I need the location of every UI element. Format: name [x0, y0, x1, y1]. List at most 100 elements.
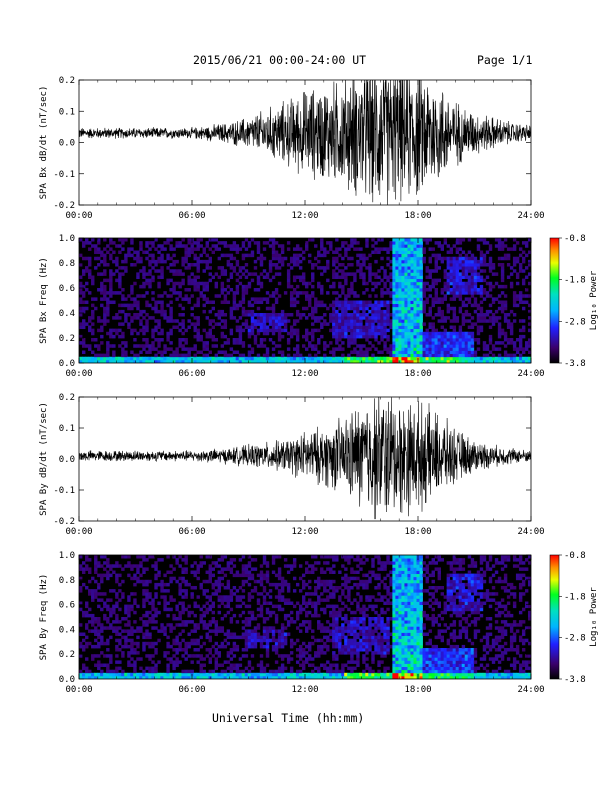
heatmap-cell: [208, 598, 212, 602]
heatmap-cell: [226, 300, 231, 305]
heatmap-cell: [121, 297, 125, 301]
heatmap-cell: [178, 589, 182, 593]
heatmap-cell: [88, 319, 92, 323]
heatmap-cell: [374, 319, 378, 323]
heatmap-cell: [112, 272, 116, 276]
heatmap-cell: [344, 579, 348, 584]
heatmap-cell: [178, 644, 182, 649]
heatmap-cell: [515, 359, 520, 363]
heatmap-cell: [323, 247, 327, 251]
heatmap-cell: [326, 567, 330, 571]
heatmap-cell: [341, 309, 345, 314]
heatmap-cell: [250, 589, 255, 593]
heatmap-cell: [127, 294, 131, 298]
heatmap-cell: [416, 247, 420, 251]
heatmap-cell: [79, 644, 83, 649]
heatmap-cell: [398, 250, 402, 255]
heatmap-cell: [347, 294, 351, 298]
heatmap-cell: [326, 669, 330, 674]
heatmap-cell: [190, 306, 194, 311]
heatmap-cell: [329, 570, 333, 574]
heatmap-cell: [133, 281, 137, 286]
heatmap-cell: [103, 306, 107, 311]
heatmap-cell: [214, 356, 219, 361]
heatmap-cell: [446, 341, 451, 345]
heatmap-cell: [271, 313, 276, 317]
heatmap-cell: [211, 275, 215, 280]
heatmap-cell: [124, 313, 128, 317]
heatmap-cell: [371, 306, 375, 311]
heatmap-cell: [479, 284, 484, 289]
heatmap-cell: [277, 635, 282, 640]
heatmap-cell: [253, 586, 258, 590]
heatmap-cell: [395, 288, 399, 292]
heatmap-cell: [238, 573, 243, 578]
heatmap-cell: [241, 573, 246, 578]
heatmap-cell: [413, 322, 417, 326]
heatmap-cell: [181, 331, 185, 336]
heatmap-cell: [139, 313, 143, 317]
heatmap-cell: [202, 297, 206, 301]
heatmap-cell: [130, 306, 134, 311]
heatmap-cell: [449, 306, 454, 311]
heatmap-cell: [518, 338, 523, 342]
heatmap-cell: [371, 331, 375, 336]
heatmap-cell: [395, 334, 399, 339]
heatmap-cell: [118, 266, 122, 270]
heatmap-cell: [359, 353, 363, 358]
heatmap-cell: [136, 635, 140, 640]
heatmap-cell: [298, 316, 303, 320]
heatmap-cell: [455, 256, 460, 261]
heatmap-cell: [127, 564, 131, 568]
heatmap-cell: [79, 564, 83, 568]
heatmap-cell: [127, 654, 131, 658]
heatmap-cell: [97, 247, 101, 251]
heatmap-cell: [91, 328, 95, 333]
heatmap-cell: [139, 675, 143, 679]
heatmap-cell: [419, 281, 423, 286]
heatmap-cell: [326, 259, 330, 264]
heatmap-cell: [473, 356, 478, 361]
heatmap-cell: [368, 269, 372, 273]
heatmap-cell: [226, 278, 231, 283]
heatmap-cell: [413, 250, 417, 255]
heatmap-cell: [283, 638, 288, 643]
heatmap-cell: [356, 350, 360, 355]
heatmap-cell: [262, 269, 267, 273]
heatmap-cell: [431, 322, 435, 326]
heatmap-cell: [133, 592, 137, 596]
heatmap-cell: [79, 567, 83, 571]
heatmap-cell: [172, 626, 176, 630]
heatmap-cell: [473, 322, 478, 326]
heatmap-cell: [79, 607, 83, 612]
heatmap-cell: [244, 635, 249, 640]
heatmap-cell: [497, 306, 502, 311]
heatmap-cell: [217, 350, 222, 355]
heatmap-cell: [136, 313, 140, 317]
heatmap-cell: [160, 275, 164, 280]
heatmap-cell: [256, 672, 261, 677]
heatmap-cell: [127, 555, 131, 559]
heatmap-cell: [377, 309, 381, 314]
heatmap-cell: [527, 316, 531, 320]
heatmap-cell: [347, 288, 351, 292]
heatmap-cell: [139, 259, 143, 264]
heatmap-cell: [175, 353, 179, 358]
heatmap-cell: [214, 651, 219, 655]
heatmap-cell: [265, 672, 270, 677]
heatmap-cell: [259, 672, 264, 677]
heatmap-cell: [217, 359, 222, 363]
heatmap-cell: [329, 638, 333, 643]
heatmap-cell: [229, 561, 234, 565]
heatmap-cell: [214, 244, 219, 248]
heatmap-cell: [274, 325, 279, 330]
heatmap-cell: [503, 303, 508, 308]
heatmap-cell: [461, 303, 466, 308]
heatmap-cell: [265, 617, 270, 621]
heatmap-cell: [446, 316, 451, 320]
heatmap-cell: [220, 669, 225, 674]
heatmap-cell: [323, 651, 327, 655]
heatmap-cell: [280, 579, 285, 584]
heatmap-cell: [419, 319, 423, 323]
heatmap-cell: [347, 316, 351, 320]
